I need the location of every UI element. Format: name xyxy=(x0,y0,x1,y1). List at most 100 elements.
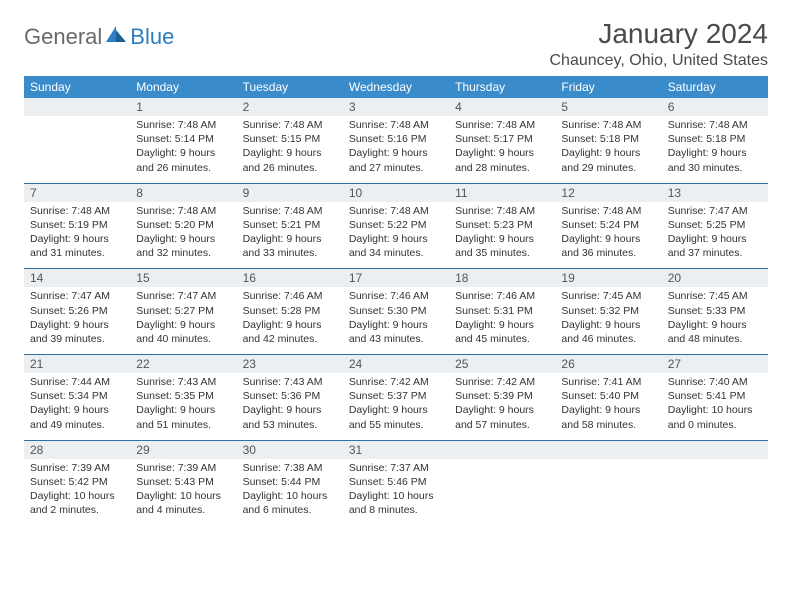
day-details: Sunrise: 7:46 AMSunset: 5:30 PMDaylight:… xyxy=(343,287,449,354)
weekday-header: Thursday xyxy=(449,76,555,98)
calendar-day-cell: 14Sunrise: 7:47 AMSunset: 5:26 PMDayligh… xyxy=(24,268,130,354)
calendar-day-cell: 21Sunrise: 7:44 AMSunset: 5:34 PMDayligh… xyxy=(24,354,130,440)
day-number: 21 xyxy=(24,354,130,373)
day-number: 12 xyxy=(555,183,661,202)
day-number: 17 xyxy=(343,268,449,287)
calendar-week-row: 21Sunrise: 7:44 AMSunset: 5:34 PMDayligh… xyxy=(24,354,768,440)
day-number: 26 xyxy=(555,354,661,373)
day-number: 25 xyxy=(449,354,555,373)
logo-mark-icon xyxy=(106,26,128,49)
day-number: 10 xyxy=(343,183,449,202)
day-details xyxy=(449,459,555,517)
day-details: Sunrise: 7:48 AMSunset: 5:14 PMDaylight:… xyxy=(130,116,236,183)
logo-text-blue: Blue xyxy=(130,24,174,50)
calendar-day-cell: 27Sunrise: 7:40 AMSunset: 5:41 PMDayligh… xyxy=(662,354,768,440)
calendar-day-cell xyxy=(555,440,661,526)
day-number: 8 xyxy=(130,183,236,202)
day-number: 14 xyxy=(24,268,130,287)
day-details: Sunrise: 7:48 AMSunset: 5:22 PMDaylight:… xyxy=(343,202,449,269)
calendar-day-cell: 19Sunrise: 7:45 AMSunset: 5:32 PMDayligh… xyxy=(555,268,661,354)
day-details: Sunrise: 7:47 AMSunset: 5:25 PMDaylight:… xyxy=(662,202,768,269)
day-details xyxy=(662,459,768,517)
day-details: Sunrise: 7:39 AMSunset: 5:43 PMDaylight:… xyxy=(130,459,236,526)
day-details: Sunrise: 7:38 AMSunset: 5:44 PMDaylight:… xyxy=(237,459,343,526)
day-number: 15 xyxy=(130,268,236,287)
day-details: Sunrise: 7:45 AMSunset: 5:33 PMDaylight:… xyxy=(662,287,768,354)
day-details: Sunrise: 7:48 AMSunset: 5:24 PMDaylight:… xyxy=(555,202,661,269)
day-number xyxy=(24,98,130,116)
weekday-header: Tuesday xyxy=(237,76,343,98)
day-number: 4 xyxy=(449,98,555,116)
weekday-header-row: SundayMondayTuesdayWednesdayThursdayFrid… xyxy=(24,76,768,98)
calendar-day-cell: 31Sunrise: 7:37 AMSunset: 5:46 PMDayligh… xyxy=(343,440,449,526)
day-number: 30 xyxy=(237,440,343,459)
day-number: 24 xyxy=(343,354,449,373)
day-details: Sunrise: 7:48 AMSunset: 5:20 PMDaylight:… xyxy=(130,202,236,269)
weekday-header: Wednesday xyxy=(343,76,449,98)
day-number: 16 xyxy=(237,268,343,287)
day-details xyxy=(24,116,130,174)
logo: General Blue xyxy=(24,18,174,50)
calendar-day-cell: 28Sunrise: 7:39 AMSunset: 5:42 PMDayligh… xyxy=(24,440,130,526)
calendar-day-cell: 1Sunrise: 7:48 AMSunset: 5:14 PMDaylight… xyxy=(130,98,236,183)
day-number xyxy=(555,440,661,459)
day-number: 29 xyxy=(130,440,236,459)
day-number xyxy=(662,440,768,459)
day-details: Sunrise: 7:43 AMSunset: 5:35 PMDaylight:… xyxy=(130,373,236,440)
calendar-day-cell: 8Sunrise: 7:48 AMSunset: 5:20 PMDaylight… xyxy=(130,183,236,269)
calendar-day-cell: 11Sunrise: 7:48 AMSunset: 5:23 PMDayligh… xyxy=(449,183,555,269)
day-details: Sunrise: 7:42 AMSunset: 5:37 PMDaylight:… xyxy=(343,373,449,440)
title-block: January 2024 Chauncey, Ohio, United Stat… xyxy=(550,18,769,70)
weekday-header: Friday xyxy=(555,76,661,98)
day-details: Sunrise: 7:42 AMSunset: 5:39 PMDaylight:… xyxy=(449,373,555,440)
day-details: Sunrise: 7:46 AMSunset: 5:31 PMDaylight:… xyxy=(449,287,555,354)
day-details: Sunrise: 7:43 AMSunset: 5:36 PMDaylight:… xyxy=(237,373,343,440)
day-number: 22 xyxy=(130,354,236,373)
calendar-week-row: 1Sunrise: 7:48 AMSunset: 5:14 PMDaylight… xyxy=(24,98,768,183)
calendar-day-cell: 2Sunrise: 7:48 AMSunset: 5:15 PMDaylight… xyxy=(237,98,343,183)
day-details: Sunrise: 7:48 AMSunset: 5:16 PMDaylight:… xyxy=(343,116,449,183)
day-details: Sunrise: 7:40 AMSunset: 5:41 PMDaylight:… xyxy=(662,373,768,440)
calendar-day-cell: 18Sunrise: 7:46 AMSunset: 5:31 PMDayligh… xyxy=(449,268,555,354)
day-details: Sunrise: 7:48 AMSunset: 5:18 PMDaylight:… xyxy=(662,116,768,183)
calendar-day-cell: 7Sunrise: 7:48 AMSunset: 5:19 PMDaylight… xyxy=(24,183,130,269)
day-number: 19 xyxy=(555,268,661,287)
calendar-table: SundayMondayTuesdayWednesdayThursdayFrid… xyxy=(24,76,768,525)
day-details: Sunrise: 7:46 AMSunset: 5:28 PMDaylight:… xyxy=(237,287,343,354)
calendar-day-cell: 23Sunrise: 7:43 AMSunset: 5:36 PMDayligh… xyxy=(237,354,343,440)
day-number: 28 xyxy=(24,440,130,459)
day-details: Sunrise: 7:37 AMSunset: 5:46 PMDaylight:… xyxy=(343,459,449,526)
calendar-day-cell: 4Sunrise: 7:48 AMSunset: 5:17 PMDaylight… xyxy=(449,98,555,183)
logo-text-general: General xyxy=(24,24,102,50)
calendar-day-cell: 16Sunrise: 7:46 AMSunset: 5:28 PMDayligh… xyxy=(237,268,343,354)
day-number: 18 xyxy=(449,268,555,287)
day-number: 11 xyxy=(449,183,555,202)
day-number: 2 xyxy=(237,98,343,116)
day-details: Sunrise: 7:45 AMSunset: 5:32 PMDaylight:… xyxy=(555,287,661,354)
day-details: Sunrise: 7:48 AMSunset: 5:15 PMDaylight:… xyxy=(237,116,343,183)
day-number: 23 xyxy=(237,354,343,373)
calendar-day-cell: 3Sunrise: 7:48 AMSunset: 5:16 PMDaylight… xyxy=(343,98,449,183)
calendar-day-cell: 6Sunrise: 7:48 AMSunset: 5:18 PMDaylight… xyxy=(662,98,768,183)
day-number: 1 xyxy=(130,98,236,116)
calendar-day-cell: 25Sunrise: 7:42 AMSunset: 5:39 PMDayligh… xyxy=(449,354,555,440)
day-number: 7 xyxy=(24,183,130,202)
calendar-day-cell: 5Sunrise: 7:48 AMSunset: 5:18 PMDaylight… xyxy=(555,98,661,183)
calendar-day-cell: 9Sunrise: 7:48 AMSunset: 5:21 PMDaylight… xyxy=(237,183,343,269)
calendar-day-cell: 22Sunrise: 7:43 AMSunset: 5:35 PMDayligh… xyxy=(130,354,236,440)
day-number xyxy=(449,440,555,459)
calendar-week-row: 28Sunrise: 7:39 AMSunset: 5:42 PMDayligh… xyxy=(24,440,768,526)
weekday-header: Saturday xyxy=(662,76,768,98)
calendar-day-cell: 15Sunrise: 7:47 AMSunset: 5:27 PMDayligh… xyxy=(130,268,236,354)
calendar-week-row: 7Sunrise: 7:48 AMSunset: 5:19 PMDaylight… xyxy=(24,183,768,269)
day-details: Sunrise: 7:41 AMSunset: 5:40 PMDaylight:… xyxy=(555,373,661,440)
location-label: Chauncey, Ohio, United States xyxy=(550,52,769,70)
day-number: 5 xyxy=(555,98,661,116)
calendar-week-row: 14Sunrise: 7:47 AMSunset: 5:26 PMDayligh… xyxy=(24,268,768,354)
calendar-day-cell xyxy=(662,440,768,526)
calendar-day-cell: 12Sunrise: 7:48 AMSunset: 5:24 PMDayligh… xyxy=(555,183,661,269)
day-details: Sunrise: 7:47 AMSunset: 5:27 PMDaylight:… xyxy=(130,287,236,354)
day-details: Sunrise: 7:48 AMSunset: 5:19 PMDaylight:… xyxy=(24,202,130,269)
day-number: 9 xyxy=(237,183,343,202)
calendar-day-cell: 30Sunrise: 7:38 AMSunset: 5:44 PMDayligh… xyxy=(237,440,343,526)
